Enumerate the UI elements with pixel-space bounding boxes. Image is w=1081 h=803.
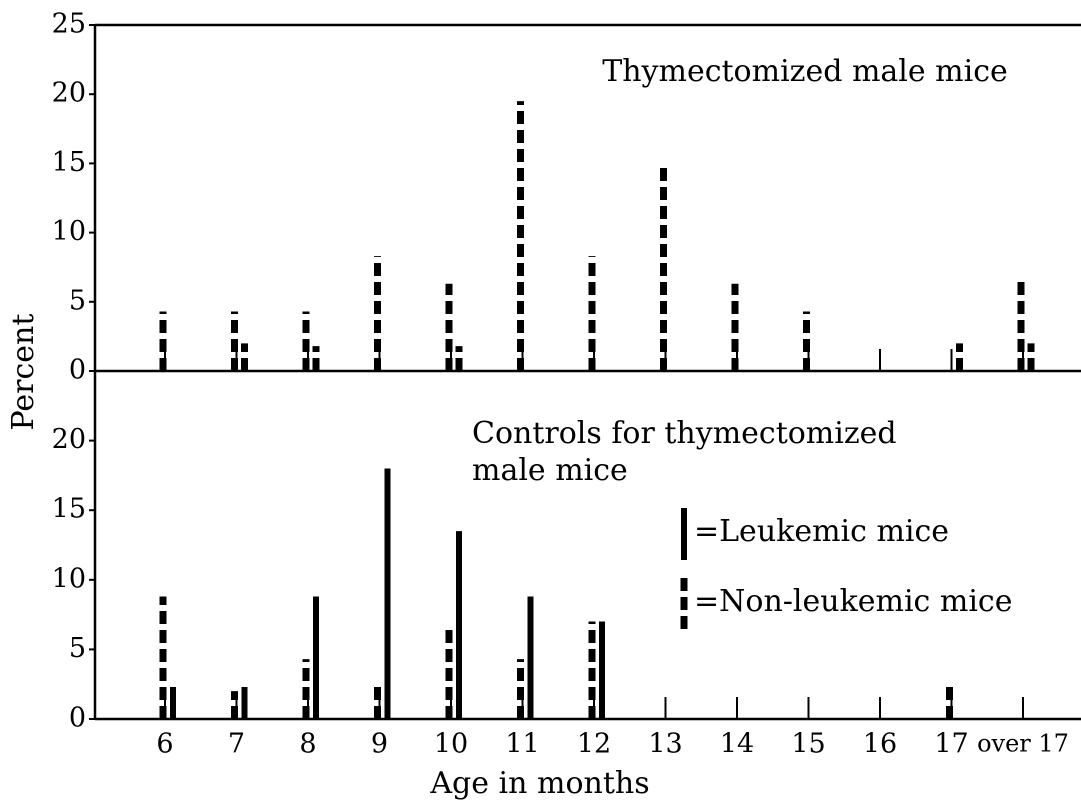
y-tick-label: 20 bbox=[52, 78, 86, 109]
x-tick-label: 11 bbox=[505, 729, 539, 760]
x-tick-label: 12 bbox=[577, 729, 611, 760]
panel-title: male mice bbox=[472, 453, 628, 488]
y-tick-label: 10 bbox=[52, 563, 86, 594]
y-tick-label: 20 bbox=[52, 424, 86, 455]
legend-label: =Non-leukemic mice bbox=[694, 584, 1013, 619]
x-tick-label: 15 bbox=[791, 729, 825, 760]
y-tick-label: 25 bbox=[52, 9, 86, 40]
y-axis-label: Percent bbox=[6, 314, 41, 431]
x-tick-label: over 17 bbox=[977, 730, 1069, 758]
x-axis-label: Age in months bbox=[429, 766, 649, 801]
y-tick-label: 10 bbox=[52, 216, 86, 247]
x-tick-label: 14 bbox=[720, 729, 754, 760]
legend-label: =Leukemic mice bbox=[694, 514, 949, 549]
x-tick-label: 13 bbox=[648, 729, 682, 760]
x-tick-label: 8 bbox=[299, 729, 316, 760]
x-tick-label: 7 bbox=[228, 729, 245, 760]
y-tick-label: 15 bbox=[52, 147, 86, 178]
y-tick-label: 0 bbox=[69, 355, 86, 386]
x-tick-label: 10 bbox=[434, 729, 468, 760]
y-tick-label: 5 bbox=[69, 633, 86, 664]
y-tick-label: 5 bbox=[69, 285, 86, 316]
panel-title: Thymectomized male mice bbox=[602, 54, 1008, 89]
y-tick-label: 15 bbox=[52, 494, 86, 525]
x-tick-label: 6 bbox=[156, 729, 173, 760]
x-tick-label: 9 bbox=[371, 729, 388, 760]
x-tick-label: 17 bbox=[934, 729, 968, 760]
panel-title: Controls for thymectomized bbox=[472, 416, 897, 451]
x-tick-label: 16 bbox=[863, 729, 897, 760]
y-tick-label: 0 bbox=[69, 703, 86, 734]
